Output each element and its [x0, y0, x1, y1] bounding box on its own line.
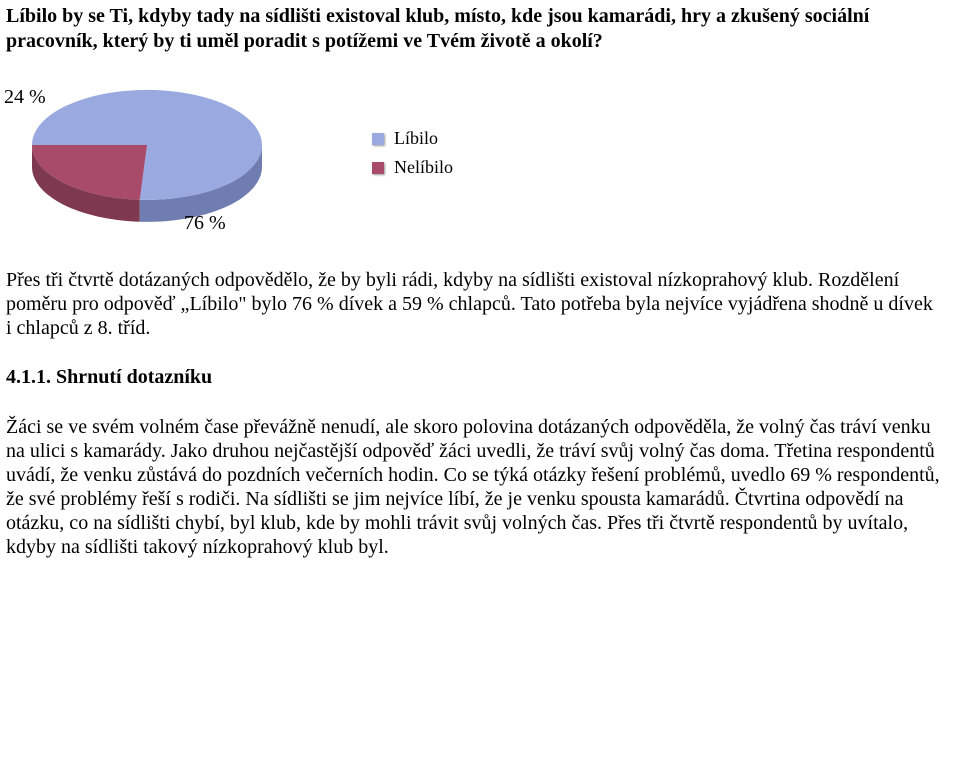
legend: Líbilo Nelíbilo: [372, 128, 453, 186]
legend-item-libilo: Líbilo: [372, 128, 453, 149]
pct-label-24: 24 %: [4, 86, 46, 109]
chart-row: 24 % 76 % Líbilo Nelíbilo: [2, 82, 942, 232]
pct-label-76: 76 %: [184, 212, 226, 235]
pie-chart: 24 % 76 %: [2, 82, 342, 232]
paragraph-1: Přes tři čtvrtě dotázaných odpovědělo, ž…: [6, 268, 942, 340]
legend-label-libilo: Líbilo: [394, 128, 438, 149]
question-title: Líbilo by se Ti, kdyby tady na sídlišti …: [6, 4, 942, 54]
legend-swatch-nelibilo: [372, 162, 384, 174]
legend-item-nelibilo: Nelíbilo: [372, 157, 453, 178]
pie-chart-svg: [2, 82, 342, 232]
legend-swatch-libilo: [372, 133, 384, 145]
legend-label-nelibilo: Nelíbilo: [394, 157, 453, 178]
page: Líbilo by se Ti, kdyby tady na sídlišti …: [0, 0, 960, 763]
paragraph-2: Žáci se ve svém volném čase převážně nen…: [6, 415, 942, 559]
section-heading: 4.1.1. Shrnutí dotazníku: [6, 366, 942, 389]
